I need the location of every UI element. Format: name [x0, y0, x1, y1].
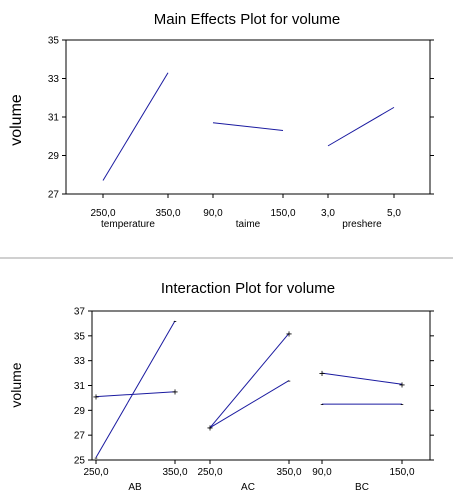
factor-label: BC [355, 482, 369, 493]
plot-frame [91, 310, 431, 461]
interaction-ylabel: volume [8, 362, 24, 407]
level-symbol: + [207, 423, 213, 434]
x-tick-label: 350,0 [276, 467, 301, 478]
y-tick-label: 29 [74, 406, 86, 417]
factor-label: AB [128, 482, 142, 493]
x-tick-label: 250,0 [90, 208, 115, 219]
x-tick-label: 3,0 [321, 208, 335, 219]
level-symbol: - [172, 316, 178, 327]
x-tick-label: 90,0 [203, 208, 223, 219]
y-tick-label: 33 [74, 356, 86, 367]
x-tick-label: 150,0 [389, 467, 414, 478]
factor-label: temperature [101, 219, 155, 230]
x-tick-label: 250,0 [197, 467, 222, 478]
y-tick-label: 33 [48, 74, 60, 85]
level-symbol: - [399, 400, 405, 411]
interaction-line [209, 380, 290, 429]
plot-frame [65, 39, 431, 195]
y-tick-label: 31 [48, 113, 60, 124]
level-symbol: - [93, 453, 99, 464]
level-symbol: + [172, 387, 178, 398]
factor-label: preshere [342, 219, 382, 230]
interaction-line [95, 391, 176, 398]
factor-label: taime [236, 219, 261, 230]
interaction-line [209, 333, 290, 429]
interaction-line [321, 372, 403, 385]
main-effect-line [102, 72, 169, 181]
x-tick-label: 90,0 [312, 467, 332, 478]
level-symbol: + [399, 380, 405, 391]
main-effect-line [212, 122, 284, 131]
level-symbol: - [207, 423, 213, 434]
main-effect-line [327, 106, 395, 147]
y-tick-label: 35 [74, 331, 86, 342]
level-symbol: + [93, 392, 99, 403]
main-effects-title: Main Effects Plot for volume [154, 11, 340, 28]
y-tick-label: 35 [48, 36, 60, 47]
y-tick-label: 27 [48, 190, 60, 201]
factor-label: AC [241, 482, 255, 493]
y-tick-label: 25 [74, 456, 86, 467]
level-symbol: - [319, 400, 325, 411]
main-effects-ylabel: volume [8, 94, 25, 146]
x-tick-label: 250,0 [83, 467, 108, 478]
y-tick-label: 37 [74, 307, 86, 318]
interaction-line [95, 320, 176, 458]
x-tick-label: 350,0 [162, 467, 187, 478]
level-symbol: - [286, 376, 292, 387]
level-symbol: + [286, 329, 292, 340]
x-tick-label: 350,0 [155, 208, 180, 219]
x-tick-label: 5,0 [387, 208, 401, 219]
y-tick-label: 29 [48, 151, 60, 162]
y-tick-label: 27 [74, 431, 86, 442]
level-symbol: + [319, 369, 325, 380]
y-tick-label: 31 [74, 381, 86, 392]
x-tick-label: 150,0 [270, 208, 295, 219]
interaction-title: Interaction Plot for volume [161, 280, 335, 297]
